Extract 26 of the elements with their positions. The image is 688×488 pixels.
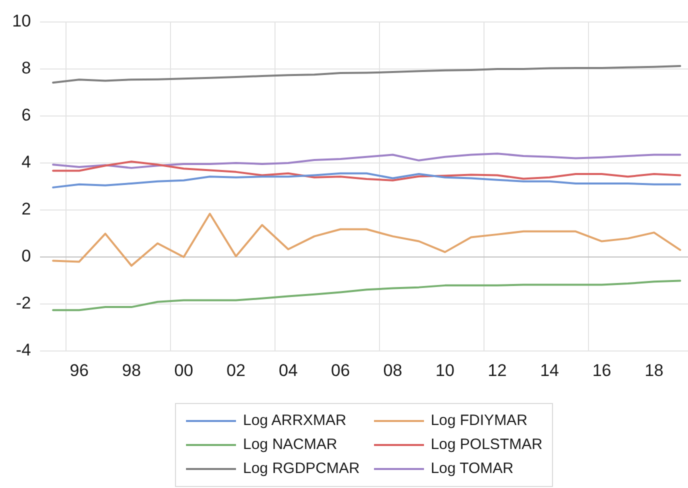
legend-label: Log TOMAR (430, 459, 514, 479)
legend-label: Log FDIYMAR (430, 411, 528, 431)
y-tick-label: 2 (22, 200, 31, 219)
x-tick-label: 00 (174, 360, 194, 380)
x-tick-label: 06 (331, 360, 350, 380)
x-tick-label: 02 (226, 360, 246, 380)
x-tick-label: 08 (383, 360, 402, 380)
y-tick-label: 0 (22, 246, 31, 266)
x-tick-label: 10 (436, 360, 454, 380)
y-tick-label: 4 (22, 152, 31, 172)
y-tick-label: -2 (16, 294, 31, 313)
legend-label: Log RGDPCMAR (243, 459, 360, 479)
legend-label: Log NACMAR (243, 435, 338, 455)
legend-label: Log ARRXMAR (243, 411, 346, 431)
y-tick-label: -4 (16, 340, 31, 360)
x-tick-label: 18 (644, 360, 664, 380)
y-tick-label: 6 (22, 106, 31, 125)
x-tick-label: 12 (488, 360, 507, 380)
y-tick-label: 8 (22, 58, 31, 78)
x-tick-label: 16 (592, 360, 612, 380)
y-tick-label: 10 (12, 12, 31, 31)
x-tick-label: 96 (70, 360, 89, 380)
x-tick-label: 04 (278, 360, 298, 380)
x-tick-label: 14 (540, 360, 559, 380)
x-tick-label: 98 (122, 360, 141, 380)
legend-label: Log POLSTMAR (430, 435, 542, 455)
